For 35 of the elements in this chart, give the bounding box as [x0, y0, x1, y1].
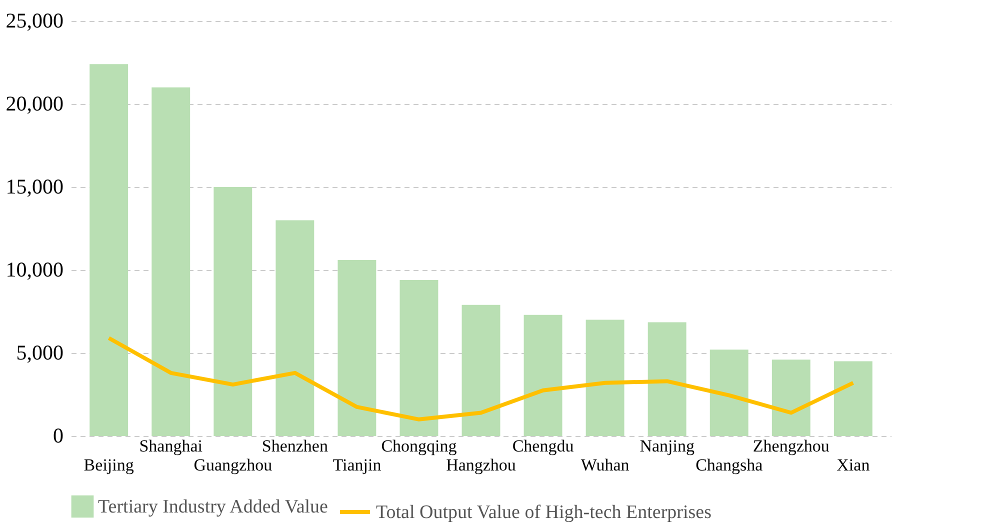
bar	[214, 187, 252, 436]
bar	[338, 260, 376, 436]
y-tick-label: 10,000	[6, 258, 64, 282]
bar	[834, 361, 872, 436]
y-tick-label: 15,000	[6, 174, 64, 198]
x-tick-label: Shenzhen	[262, 436, 328, 456]
bar	[90, 64, 128, 436]
bar	[648, 322, 686, 436]
x-tick-label: Beijing	[84, 456, 134, 474]
x-tick-label: Tianjin	[332, 456, 382, 474]
x-tick-label: Chengdu	[512, 436, 574, 456]
x-tick-label: Shanghai	[139, 436, 203, 456]
bar	[772, 360, 810, 436]
bar	[462, 304, 500, 436]
line-series	[106, 336, 856, 422]
legend-label: Tertiary Industry Added Value	[98, 496, 328, 518]
y-tick-label: 20,000	[6, 92, 64, 116]
bar	[710, 350, 748, 436]
x-tick-label: Changsha	[696, 456, 764, 474]
x-tick-label: Chongqing	[381, 436, 458, 456]
y-tick-label: 5,000	[16, 340, 64, 364]
x-tick-label: Wuhan	[580, 456, 630, 474]
x-tick-label: Zhengzhou	[752, 436, 830, 456]
x-tick-label: Xian	[836, 456, 870, 474]
x-tick-label: Hangzhou	[446, 456, 516, 474]
y-tick-label: 0	[53, 424, 64, 448]
bar	[400, 280, 438, 436]
bar	[276, 220, 314, 436]
legend-label: Total Output Value of High-tech Enterprises	[376, 502, 712, 523]
x-tick-label: Guangzhou	[194, 456, 273, 474]
bar	[524, 314, 562, 436]
bar	[586, 320, 624, 436]
x-tick-label: Nanjing	[640, 436, 695, 456]
y-tick-label: 25,000	[6, 8, 64, 32]
bar	[152, 87, 190, 436]
